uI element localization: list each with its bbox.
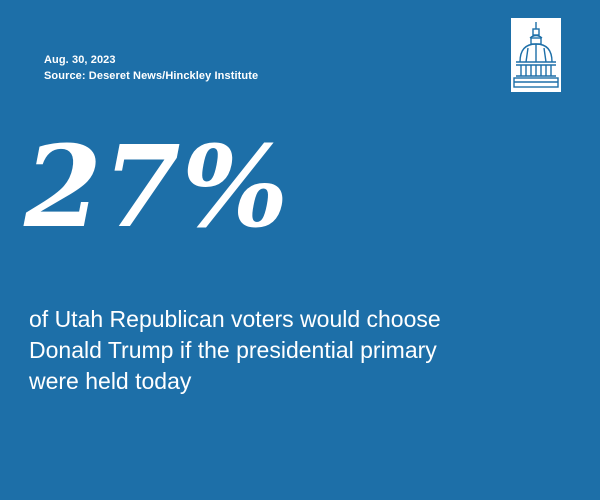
date-text: Aug. 30, 2023 xyxy=(44,54,116,66)
description-line-2: Donald Trump if the presidential primary xyxy=(29,337,437,363)
capitol-dome-icon xyxy=(511,18,561,92)
description-line-3: were held today xyxy=(29,368,192,394)
statistic-description: of Utah Republican voters would choose D… xyxy=(29,304,549,397)
source-text: Source: Deseret News/Hinckley Institute xyxy=(44,70,259,82)
description-line-1: of Utah Republican voters would choose xyxy=(29,306,441,332)
source-meta: Aug. 30, 2023 Source: Deseret News/Hinck… xyxy=(44,52,258,84)
headline-percentage: 27% xyxy=(24,122,290,253)
